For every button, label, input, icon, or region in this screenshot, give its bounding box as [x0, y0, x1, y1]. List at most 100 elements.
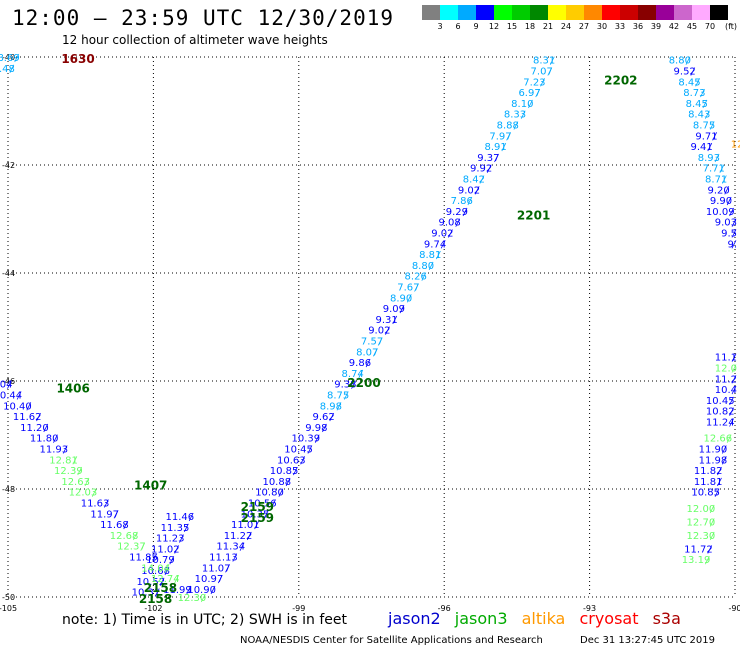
- track-tick: [547, 67, 553, 76]
- wave-height-label: 8.31: [533, 56, 555, 67]
- wave-height-label: 9.86: [349, 358, 371, 369]
- wave-height-label: 10.56: [248, 499, 277, 510]
- track-tick: [731, 218, 737, 227]
- track-tick: [26, 402, 32, 411]
- wave-height-label: 10.63: [277, 455, 306, 466]
- wave-height-label: 9.92: [470, 164, 492, 175]
- wave-height-label: 9.02: [368, 326, 390, 337]
- color-swatch: [656, 5, 674, 20]
- track-tick: [174, 574, 179, 584]
- track-tick: [84, 477, 90, 487]
- track-tick: [721, 445, 727, 454]
- track-tick: [174, 545, 179, 554]
- y-tick-label: -44: [2, 269, 15, 278]
- wave-height-label: 11.35: [161, 523, 190, 534]
- track-tick: [329, 412, 335, 422]
- color-swatch: [458, 5, 476, 20]
- wave-height-label: 12.66: [704, 434, 733, 445]
- wave-height-label: 11.13: [209, 553, 238, 564]
- track-tick: [704, 556, 710, 565]
- wave-height-label: 11.1: [715, 353, 737, 364]
- track-tick: [186, 585, 192, 595]
- wave-height-label: 8.45: [686, 99, 708, 110]
- wave-height-label: 14.04: [141, 563, 170, 574]
- color-swatch: [440, 5, 458, 20]
- wave-height-label: 11.20: [20, 423, 49, 434]
- wave-height-label: 10.31: [132, 588, 161, 599]
- wave-height-label: 10.97: [195, 574, 224, 585]
- wave-height-label: 12.74: [151, 574, 180, 585]
- color-swatch: [584, 5, 602, 20]
- wave-height-label: 8.45: [678, 77, 700, 88]
- track-tick: [702, 99, 708, 109]
- track-tick: [183, 523, 189, 532]
- track-tick: [729, 407, 734, 416]
- wave-height-label: 7.86: [451, 196, 473, 207]
- wave-height-label: 11.90: [699, 445, 728, 456]
- track-tick: [501, 142, 507, 152]
- wave-height-label: 11.22: [224, 531, 253, 542]
- wave-height-label: 6.97: [518, 88, 540, 99]
- wave-height-label: 11.97: [90, 509, 119, 520]
- color-scale-label: 15: [506, 22, 518, 31]
- track-tick: [726, 196, 732, 206]
- track-tick: [200, 593, 206, 603]
- track-tick: [239, 542, 245, 551]
- track-tick: [435, 250, 441, 260]
- wave-height-label: 9.08: [438, 218, 460, 229]
- wave-height-label: 11.63: [81, 499, 110, 510]
- track-tick: [385, 326, 390, 335]
- legend-jason3: jason3: [454, 609, 508, 628]
- track-tick: [154, 588, 160, 597]
- track-tick: [462, 207, 468, 217]
- wave-height-label: 8.74: [342, 369, 364, 380]
- track-tick: [365, 358, 371, 368]
- track-tick: [278, 488, 284, 497]
- track-tick: [704, 110, 710, 119]
- track-tick: [695, 78, 701, 87]
- wave-height-label: 9.29: [446, 207, 468, 218]
- track-tick: [520, 110, 526, 119]
- track-tick: [343, 391, 349, 400]
- track-tick: [399, 304, 405, 314]
- x-tick-label: -96: [438, 604, 451, 613]
- color-scale-label: 30: [596, 22, 608, 31]
- track-tick: [707, 545, 713, 554]
- wave-height-label: 12.00: [687, 504, 716, 515]
- color-scale-label: 45: [686, 22, 698, 31]
- legend-jason2: jason2: [388, 609, 441, 628]
- color-scale-label: 3: [437, 22, 443, 31]
- wave-height-label: 9.41: [691, 142, 713, 153]
- pass-time-label: 2159: [241, 511, 274, 525]
- color-scale-label: 12: [488, 22, 500, 31]
- wave-height-label: 7.67: [397, 283, 419, 294]
- track-tick: [293, 466, 298, 476]
- wave-height-label: 12.0: [715, 364, 737, 375]
- color-scale-label: 18: [524, 22, 536, 31]
- wave-height-label: 10.52: [136, 577, 165, 588]
- track-tick: [700, 88, 705, 98]
- wave-height-label: 8.43: [688, 110, 710, 121]
- wave-height-label: 12.30: [178, 593, 207, 604]
- track-tick: [169, 556, 175, 565]
- track-tick: [709, 504, 715, 514]
- track-tick: [467, 196, 473, 206]
- track-tick: [16, 391, 22, 400]
- color-swatch: [674, 5, 692, 20]
- wave-height-label: 8.98: [320, 401, 342, 412]
- legend-cryosat: cryosat: [579, 609, 639, 628]
- wave-height-label: 9.52: [674, 67, 696, 78]
- wave-height-label: 9.38: [334, 380, 356, 391]
- x-tick-label: -90: [728, 604, 740, 613]
- track-tick: [494, 153, 499, 163]
- wave-height-label: 11.82: [694, 466, 723, 477]
- wave-height-label: 12.30: [687, 531, 716, 542]
- wave-height-label: 9.20: [707, 185, 729, 196]
- pass-time-label: 2159: [241, 500, 274, 514]
- track-tick: [285, 477, 291, 487]
- track-tick: [474, 186, 480, 195]
- track-tick: [372, 348, 378, 357]
- track-tick: [210, 585, 216, 595]
- wave-height-label: 8.48: [0, 64, 15, 75]
